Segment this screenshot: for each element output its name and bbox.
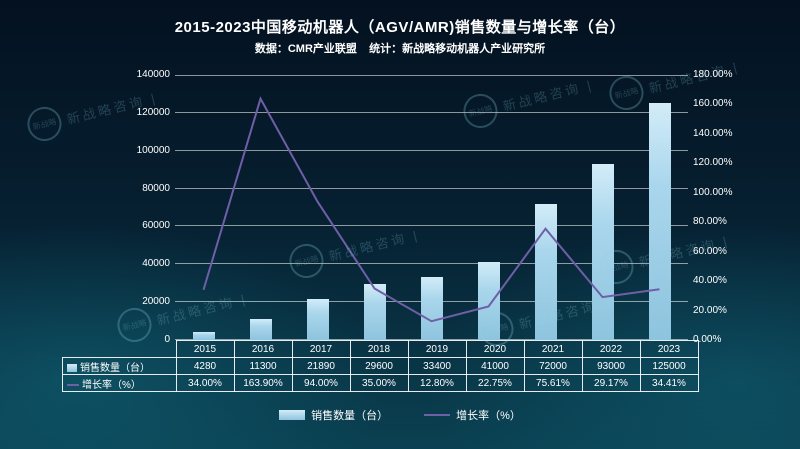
gridline [175,263,688,265]
right-axis-tick: 120.00% [693,157,733,169]
value-cell: 35.00% [349,374,409,392]
growth-rate-line [202,96,660,323]
value-cell: 4280 [175,357,235,375]
left-axis-tick: 80000 [142,182,170,194]
right-axis-tick: 20.00% [693,304,727,316]
bar-2018 [363,283,386,340]
value-cell: 22.75% [465,374,525,392]
value-cell: 21890 [291,357,351,375]
year-cell: 2015 [175,340,235,358]
year-cell: 2022 [581,340,641,358]
year-cell: 2021 [523,340,583,358]
value-cell: 75.61% [523,374,583,392]
value-cell: 125000 [639,357,699,375]
line-series-icon [67,383,79,386]
bar-series-icon [67,363,77,372]
value-cell: 72000 [523,357,583,375]
row-label-sales: 销售数量（台） [62,357,177,375]
year-cell: 2020 [465,340,525,358]
left-axis-tick: 0 [164,334,170,345]
right-axis-tick: 140.00% [693,127,733,139]
left-axis-tick: 140000 [136,69,170,80]
gridline [175,111,688,113]
value-cell: 41000 [465,357,525,375]
year-cell: 2019 [407,340,467,358]
row-label-growth: 增长率（%） [62,374,177,392]
bar-2019 [420,276,443,340]
gridline [175,187,688,189]
bar-2020 [477,262,500,340]
plot-area [175,75,688,340]
value-cell: 29.17% [581,374,641,392]
bar-2017 [306,298,329,340]
legend-bar-swatch-icon [279,410,306,420]
year-cell: 2018 [349,340,409,358]
year-cell: 2017 [291,340,351,358]
legend-line-swatch-icon [424,414,451,416]
bar-2023 [648,103,671,340]
value-cell: 12.80% [407,374,467,392]
chart-legend: 销售数量（台） 增长率（%） [0,407,800,423]
year-cell: 2023 [639,340,699,358]
left-axis-tick: 40000 [142,258,170,270]
value-cell: 94.00% [291,374,351,392]
right-axis-tick: 0.00% [693,334,722,345]
value-cell: 29600 [349,357,409,375]
legend-item: 增长率（%） [424,407,521,423]
value-cell: 34.41% [639,374,699,392]
right-axis-tick: 40.00% [693,275,727,287]
watermark-logo-icon: 新战略 [23,103,66,145]
value-cell: 33400 [407,357,467,375]
right-axis-tick: 100.00% [693,186,733,198]
year-cell: 2016 [233,340,293,358]
left-axis-tick: 20000 [142,296,170,308]
right-axis-tick: 160.00% [693,98,733,110]
legend-item: 销售数量（台） [279,407,388,423]
right-axis-tick: 80.00% [693,216,727,228]
gridline [175,149,688,151]
value-cell: 11300 [233,357,293,375]
value-cell: 34.00% [175,374,235,392]
right-axis-tick: 180.00% [693,69,733,80]
left-axis-tick: 120000 [136,106,170,118]
gridline [175,225,688,227]
value-cell: 93000 [581,357,641,375]
legend-label: 增长率（%） [456,410,521,422]
value-cell: 163.90% [233,374,293,392]
data-table: 2015 2016 2017 2018 2019 2020 2021 2022 2023 销售数量… [62,340,699,392]
legend-label: 销售数量（台） [311,410,389,422]
bar-2016 [249,318,272,340]
left-axis-tick: 60000 [142,220,170,232]
bar-2015 [192,331,215,340]
chart-title: 2015-2023中国移动机器人（AGV/AMR)销售数量与增长率（台） [174,19,626,36]
right-axis-tick: 60.00% [693,245,727,257]
chart-subtitle: 数据：CMR产业联盟 统计：新战略移动机器人产业研究所 [254,43,546,55]
gridline [175,75,688,76]
left-axis-tick: 100000 [136,144,170,156]
